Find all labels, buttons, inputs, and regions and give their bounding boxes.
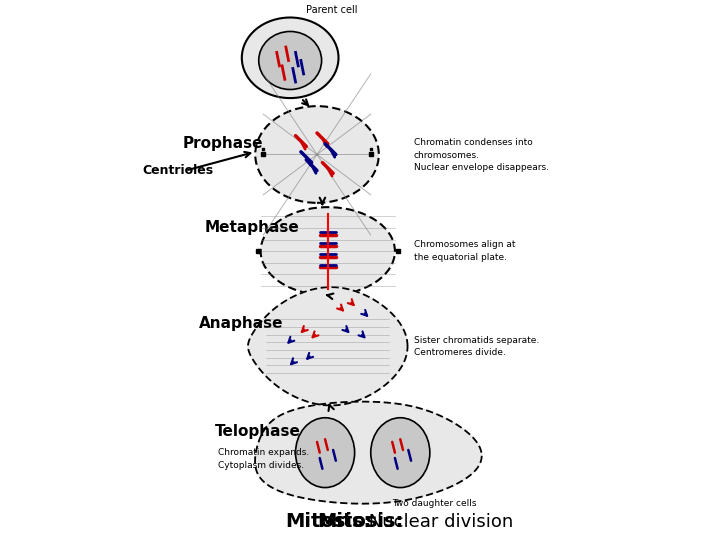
Text: Metaphase: Metaphase <box>204 220 299 234</box>
Text: Parent cell: Parent cell <box>306 5 358 15</box>
Ellipse shape <box>242 17 338 98</box>
Text: Chromatin condenses into
chromosomes.
Nuclear envelope disappears.: Chromatin condenses into chromosomes. Nu… <box>414 138 549 172</box>
Polygon shape <box>248 287 408 406</box>
Ellipse shape <box>295 418 355 488</box>
Ellipse shape <box>258 31 322 90</box>
Text: Two daughter cells: Two daughter cells <box>392 499 477 508</box>
Ellipse shape <box>261 207 395 295</box>
Text: Anaphase: Anaphase <box>199 316 284 331</box>
Text: Mitosis:: Mitosis: <box>317 511 403 531</box>
Ellipse shape <box>256 106 379 203</box>
Text: Centrioles: Centrioles <box>143 164 214 177</box>
Text: Sister chromatids separate.
Centromeres divide.: Sister chromatids separate. Centromeres … <box>414 335 539 357</box>
Text: Chromatin expands.
Cytoplasm divides.: Chromatin expands. Cytoplasm divides. <box>217 448 309 470</box>
Ellipse shape <box>371 418 430 488</box>
Polygon shape <box>255 402 482 504</box>
Text: Nuclear division: Nuclear division <box>363 512 513 531</box>
Text: Telophase: Telophase <box>215 424 301 438</box>
Text: Chromosomes align at
the equatorial plate.: Chromosomes align at the equatorial plat… <box>414 240 516 262</box>
Text: Mitosis:: Mitosis: <box>285 511 371 531</box>
Text: Prophase: Prophase <box>183 136 264 151</box>
